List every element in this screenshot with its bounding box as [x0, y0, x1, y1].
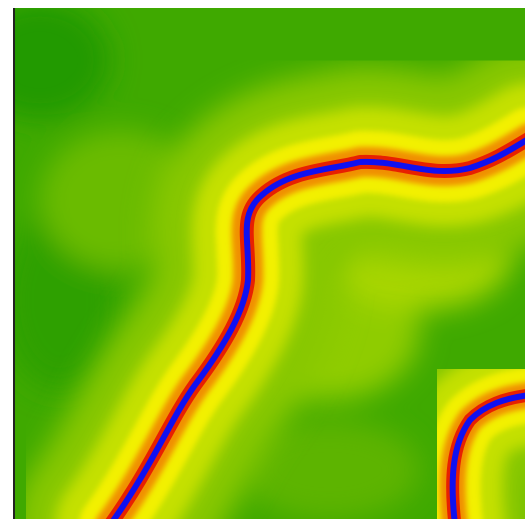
map-area	[0, 0, 525, 519]
terrain-map	[0, 0, 525, 519]
body	[0, 0, 525, 519]
page: {} html, body { margin: 0; padding: 0; b…	[0, 0, 525, 519]
